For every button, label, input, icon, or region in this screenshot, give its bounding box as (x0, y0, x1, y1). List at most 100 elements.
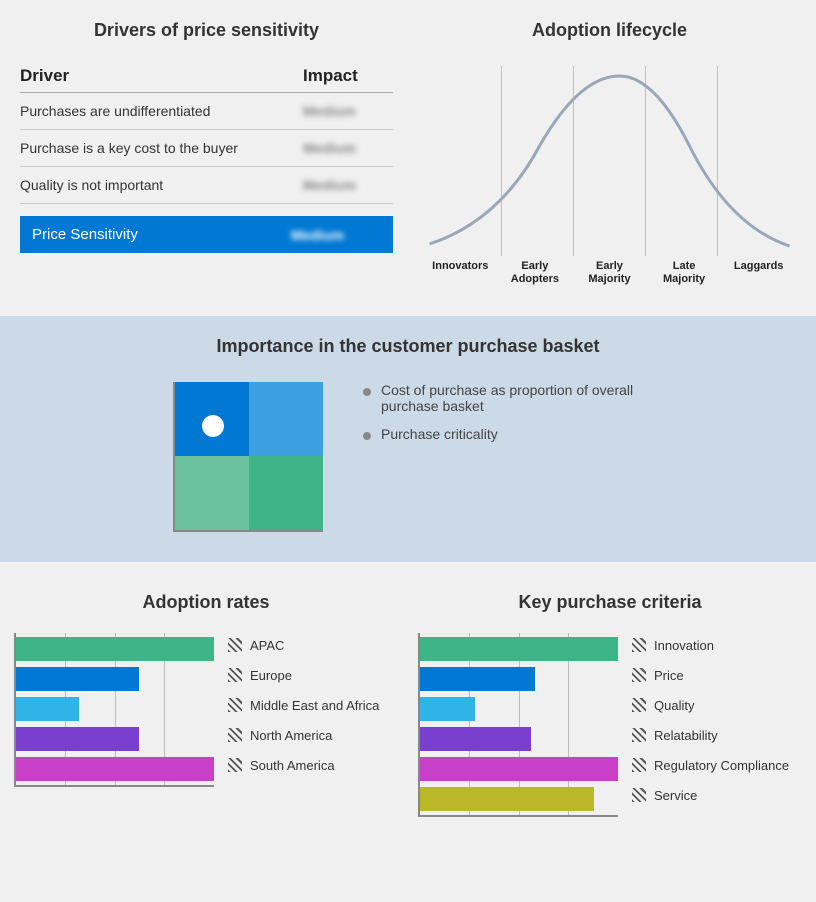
quadrant-chart (173, 382, 323, 532)
quadrant-cell (175, 456, 249, 530)
bar-legend-item: Service (632, 783, 802, 807)
bar-legend-item: Regulatory Compliance (632, 753, 802, 777)
drivers-row: Quality is not importantMedium (20, 167, 393, 204)
bar (420, 637, 618, 661)
bell-curve (430, 76, 790, 246)
bar-legend-label: Innovation (654, 638, 714, 653)
drivers-table: Driver Impact Purchases are undifferenti… (20, 66, 393, 253)
drivers-panel: Drivers of price sensitivity Driver Impa… (20, 20, 393, 286)
bar (16, 727, 139, 751)
bar-legend-label: APAC (250, 638, 284, 653)
hatch-swatch-icon (228, 668, 242, 682)
drivers-row-impact: Medium (303, 140, 393, 156)
hatch-swatch-icon (632, 698, 646, 712)
drivers-row-driver: Quality is not important (20, 177, 303, 193)
col-header-impact: Impact (303, 66, 393, 86)
bar-legend-item: APAC (228, 633, 398, 657)
basket-legend: Cost of purchase as proportion of overal… (363, 382, 643, 454)
key-criteria-legend: Innovation Price Quality Relatability Regula… (632, 633, 802, 813)
quadrant-dot (202, 415, 224, 437)
hatch-swatch-icon (632, 758, 646, 772)
lifecycle-labels: InnovatorsEarlyAdoptersEarlyMajorityLate… (423, 260, 796, 286)
dashboard: Drivers of price sensitivity Driver Impa… (0, 0, 816, 837)
bar (16, 757, 214, 781)
hatch-swatch-icon (228, 728, 242, 742)
basket-panel: Importance in the customer purchase bask… (0, 316, 816, 562)
quadrant-cell (249, 382, 323, 456)
bar (16, 637, 214, 661)
basket-legend-text: Purchase criticality (381, 426, 498, 442)
bar-legend-label: Europe (250, 668, 292, 683)
bar (420, 697, 475, 721)
basket-legend-item: Purchase criticality (363, 426, 643, 442)
lifecycle-panel: Adoption lifecycle InnovatorsEarlyAdopte… (423, 20, 796, 286)
lifecycle-segment-label: EarlyMajority (572, 260, 647, 286)
adoption-rates-legend: APAC Europe Middle East and Africa North Am… (228, 633, 398, 783)
bar-legend-item: Relatability (632, 723, 802, 747)
bar-legend-item: Middle East and Africa (228, 693, 398, 717)
bullet-icon (363, 388, 371, 396)
drivers-row-driver: Purchase is a key cost to the buyer (20, 140, 303, 156)
hatch-swatch-icon (228, 698, 242, 712)
lifecycle-segment-label: LateMajority (647, 260, 722, 286)
drivers-footer-impact: Medium (291, 227, 381, 243)
drivers-title: Drivers of price sensitivity (20, 20, 393, 41)
lifecycle-segment-label: EarlyAdopters (498, 260, 573, 286)
basket-title: Importance in the customer purchase bask… (20, 336, 796, 357)
lifecycle-segment-label: Innovators (423, 260, 498, 286)
drivers-footer-label: Price Sensitivity (32, 226, 291, 243)
adoption-rates-panel: Adoption rates APAC Europe Middle East and… (14, 592, 398, 817)
bar-legend-label: Quality (654, 698, 694, 713)
key-criteria-panel: Key purchase criteria Innovation Price Qua… (418, 592, 802, 817)
bar-legend-label: Regulatory Compliance (654, 758, 789, 773)
bar-legend-item: South America (228, 753, 398, 777)
drivers-table-header: Driver Impact (20, 66, 393, 93)
bar-legend-label: Relatability (654, 728, 718, 743)
quadrant-cell (249, 456, 323, 530)
hatch-swatch-icon (632, 728, 646, 742)
bar-legend-item: Europe (228, 663, 398, 687)
bar (420, 727, 531, 751)
basket-legend-item: Cost of purchase as proportion of overal… (363, 382, 643, 414)
lifecycle-svg (423, 66, 796, 256)
adoption-rates-chart (14, 633, 214, 787)
hatch-swatch-icon (632, 788, 646, 802)
bar (420, 787, 594, 811)
hatch-swatch-icon (632, 668, 646, 682)
bar-legend-label: North America (250, 728, 332, 743)
bar (420, 757, 618, 781)
bar-legend-label: Price (654, 668, 684, 683)
drivers-row-impact: Medium (303, 177, 393, 193)
bar-legend-label: South America (250, 758, 335, 773)
bar-legend-item: Price (632, 663, 802, 687)
bar (420, 667, 535, 691)
bar-legend-label: Service (654, 788, 697, 803)
bottom-row: Adoption rates APAC Europe Middle East and… (0, 562, 816, 837)
bar-legend-item: Innovation (632, 633, 802, 657)
adoption-rates-wrap: APAC Europe Middle East and Africa North Am… (14, 633, 398, 787)
key-criteria-wrap: Innovation Price Quality Relatability Regula… (418, 633, 802, 817)
bar (16, 667, 139, 691)
bullet-icon (363, 432, 371, 440)
lifecycle-segment-label: Laggards (721, 260, 796, 286)
adoption-rates-title: Adoption rates (14, 592, 398, 613)
hatch-swatch-icon (632, 638, 646, 652)
drivers-row: Purchase is a key cost to the buyerMediu… (20, 130, 393, 167)
hatch-swatch-icon (228, 638, 242, 652)
basket-legend-text: Cost of purchase as proportion of overal… (381, 382, 643, 414)
col-header-driver: Driver (20, 66, 303, 86)
hatch-swatch-icon (228, 758, 242, 772)
key-criteria-chart (418, 633, 618, 817)
drivers-row-impact: Medium (303, 103, 393, 119)
bar (16, 697, 79, 721)
drivers-row: Purchases are undifferentiatedMedium (20, 93, 393, 130)
key-criteria-title: Key purchase criteria (418, 592, 802, 613)
bar-legend-item: Quality (632, 693, 802, 717)
lifecycle-chart: InnovatorsEarlyAdoptersEarlyMajorityLate… (423, 66, 796, 286)
lifecycle-title: Adoption lifecycle (423, 20, 796, 41)
top-row: Drivers of price sensitivity Driver Impa… (0, 0, 816, 316)
drivers-footer: Price Sensitivity Medium (20, 216, 393, 253)
drivers-row-driver: Purchases are undifferentiated (20, 103, 303, 119)
bar-legend-label: Middle East and Africa (250, 698, 379, 713)
basket-content: Cost of purchase as proportion of overal… (20, 382, 796, 532)
